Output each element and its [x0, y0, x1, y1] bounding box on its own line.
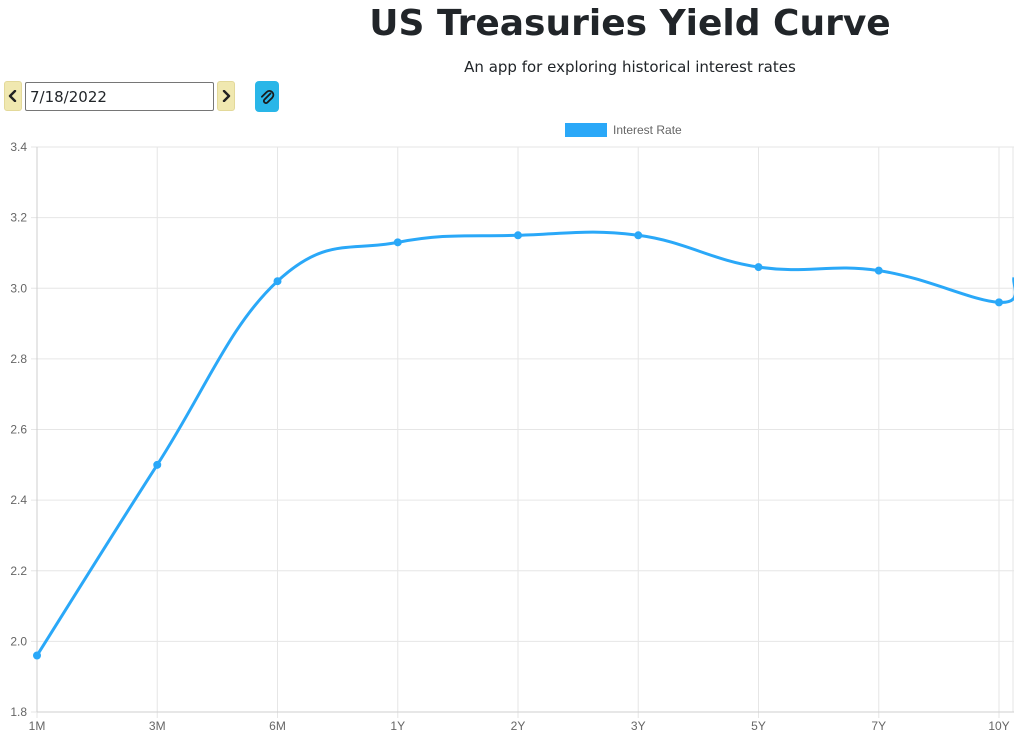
legend-swatch [565, 123, 607, 137]
y-tick-label: 2.2 [10, 564, 27, 578]
attach-button[interactable] [255, 81, 279, 112]
y-tick-label: 3.4 [10, 140, 27, 154]
chevron-left-icon [8, 90, 17, 102]
previous-date-button[interactable] [4, 81, 22, 111]
y-tick-label: 2.6 [10, 423, 27, 437]
yield-curve-chart: Interest Rate 3.4 3.2 3.0 2.8 2.6 2.4 2.2 2.0 1.8… [10, 123, 1014, 733]
x-tick-label: 3Y [631, 719, 646, 733]
series-line-interest-rate [35, 230, 1014, 657]
x-tick-label: 10Y [988, 719, 1009, 733]
next-date-button[interactable] [217, 81, 235, 111]
y-tick-label: 1.8 [10, 705, 27, 719]
x-tick-label: 5Y [751, 719, 766, 733]
y-tick-label: 3.0 [10, 281, 27, 295]
chevron-right-icon [222, 90, 231, 102]
data-point-5y [754, 263, 763, 272]
y-tick-label: 2.8 [10, 352, 27, 366]
page-subtitle: An app for exploring historical interest… [464, 58, 796, 76]
data-point-3y [634, 231, 643, 240]
y-tick-label: 2.4 [10, 493, 27, 507]
y-tick-label: 3.2 [10, 211, 27, 225]
data-point-1m [33, 651, 41, 660]
page-title: US Treasuries Yield Curve [369, 3, 891, 44]
x-tick-label: 6M [269, 719, 286, 733]
data-point-2y [514, 231, 522, 240]
x-tick-label: 1M [29, 719, 46, 733]
x-tick-label: 3M [149, 719, 166, 733]
data-point-1y [393, 238, 402, 247]
x-tick-label: 2Y [511, 719, 526, 733]
x-tick-label: 7Y [871, 719, 886, 733]
date-input[interactable] [25, 82, 214, 111]
y-tick-label: 2.0 [10, 634, 27, 648]
data-point-3m [153, 460, 162, 469]
data-point-6m [273, 277, 282, 286]
data-point-7y [874, 266, 883, 275]
paperclip-icon [261, 89, 275, 104]
data-point-10y [995, 298, 1003, 307]
x-tick-label: 1Y [390, 719, 405, 733]
legend-label: Interest Rate [613, 123, 682, 137]
